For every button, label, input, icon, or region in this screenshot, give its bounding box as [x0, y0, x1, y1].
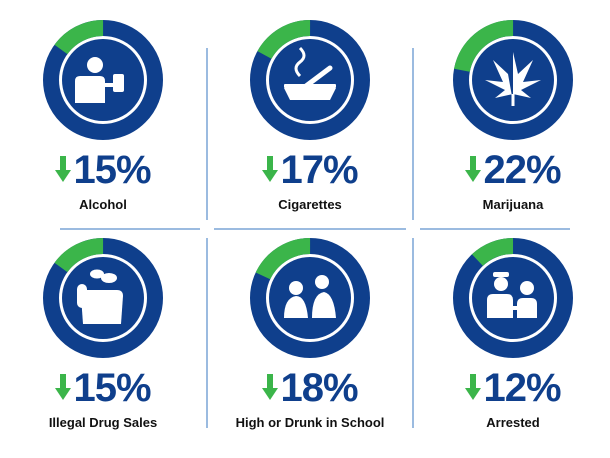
donut-chart-cigarettes	[250, 19, 370, 140]
down-arrow-icon	[465, 156, 482, 182]
vertical-divider-left-bottom	[206, 238, 208, 428]
donut-chart-high-or-drunk	[250, 238, 370, 358]
stat-value-marijuana: 22%	[413, 148, 610, 193]
arrest-icon	[487, 272, 537, 318]
down-arrow-icon	[465, 374, 482, 400]
donut-value-arc	[453, 238, 573, 358]
down-arrow-icon	[55, 374, 72, 400]
vertical-divider-right-bottom	[412, 238, 414, 428]
donut-chart-illegal-drug-sales	[43, 238, 163, 358]
donut-value-arc	[250, 19, 370, 140]
percent-change-arrested: 12%	[483, 366, 561, 410]
stat-cell-illegal-drug-sales: 15% Illegal Drug Sales	[3, 218, 203, 430]
person-drinking-icon	[75, 57, 124, 103]
down-arrow-icon	[262, 156, 279, 182]
vertical-divider-left-top	[206, 48, 208, 220]
sick-students-icon	[284, 275, 336, 318]
donut-chart-alcohol	[43, 20, 163, 140]
stat-value-cigarettes: 17%	[210, 148, 410, 193]
stat-cell-cigarettes: 17% Cigarettes	[210, 0, 410, 212]
stat-cell-alcohol: 15% Alcohol	[3, 0, 203, 212]
stat-cell-arrested: 12% Arrested	[413, 218, 610, 430]
down-arrow-icon	[55, 156, 72, 182]
donut-chart-marijuana	[453, 19, 573, 140]
down-arrow-icon	[262, 374, 279, 400]
stat-value-alcohol: 15%	[3, 148, 203, 193]
category-label-illegal-drug-sales: Illegal Drug Sales	[48, 415, 158, 430]
horizontal-divider-left	[60, 228, 200, 230]
donut-chart-arrested	[453, 238, 573, 358]
stat-value-arrested: 12%	[413, 366, 610, 411]
category-label-arrested: Arrested	[486, 415, 540, 430]
category-label-alcohol: Alcohol	[79, 197, 127, 212]
donut-center	[269, 257, 351, 339]
donut-center	[472, 257, 554, 339]
hand-pills-icon	[77, 269, 123, 324]
cigarette-ashtray-icon	[284, 46, 336, 100]
donut-value-arc	[250, 238, 370, 358]
category-label-high-or-drunk: High or Drunk in School	[235, 415, 385, 430]
stat-cell-high-or-drunk: 18% High or Drunk in School	[210, 218, 410, 430]
percent-change-cigarettes: 17%	[280, 148, 358, 192]
vertical-divider-right-top	[412, 48, 414, 220]
percent-change-illegal-drug-sales: 15%	[73, 366, 151, 410]
horizontal-divider-right	[420, 228, 570, 230]
stat-value-illegal-drug-sales: 15%	[3, 366, 203, 411]
percent-change-marijuana: 22%	[483, 148, 561, 192]
donut-value-arc	[43, 20, 163, 140]
stat-value-high-or-drunk: 18%	[210, 366, 410, 411]
category-label-marijuana: Marijuana	[482, 197, 544, 212]
category-label-cigarettes: Cigarettes	[278, 197, 342, 212]
percent-change-alcohol: 15%	[73, 148, 151, 192]
stat-cell-marijuana: 22% Marijuana	[413, 0, 610, 212]
cannabis-leaf-icon	[485, 52, 541, 106]
percent-change-high-or-drunk: 18%	[280, 366, 358, 410]
horizontal-divider-middle	[214, 228, 406, 230]
